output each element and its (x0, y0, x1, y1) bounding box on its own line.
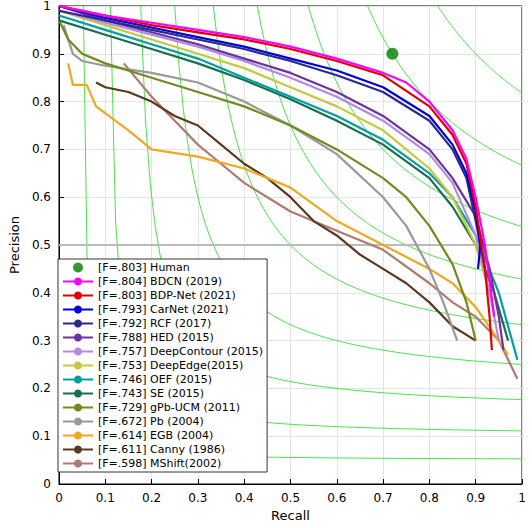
svg-text:[F=.804] BDCN (2019): [F=.804] BDCN (2019) (98, 275, 222, 288)
svg-text:0.5: 0.5 (32, 238, 51, 252)
svg-text:[F=.793] CarNet (2021): [F=.793] CarNet (2021) (98, 303, 228, 316)
svg-text:[F=.757] DeepContour (2015): [F=.757] DeepContour (2015) (98, 345, 263, 358)
svg-text:[F=.611] Canny (1986): [F=.611] Canny (1986) (98, 443, 225, 456)
svg-text:0.1: 0.1 (96, 491, 115, 505)
svg-text:[F=.792] RCF (2017): [F=.792] RCF (2017) (98, 317, 211, 330)
svg-text:[F=.743] SE (2015): [F=.743] SE (2015) (98, 387, 204, 400)
svg-text:[F=.598] MShift(2002): [F=.598] MShift(2002) (98, 457, 221, 470)
svg-text:[F=.614] EGB (2004): [F=.614] EGB (2004) (98, 429, 213, 442)
svg-text:0.7: 0.7 (32, 142, 51, 156)
svg-text:[F=.746] OEF (2015): [F=.746] OEF (2015) (98, 373, 212, 386)
svg-text:1: 1 (518, 491, 526, 505)
svg-text:0.8: 0.8 (420, 491, 439, 505)
svg-text:0.4: 0.4 (235, 491, 254, 505)
svg-text:0.7: 0.7 (374, 491, 393, 505)
svg-text:0.4: 0.4 (32, 286, 51, 300)
svg-text:0.5: 0.5 (281, 491, 300, 505)
svg-text:[F=.729] gPb-UCM (2011): [F=.729] gPb-UCM (2011) (98, 401, 240, 414)
svg-text:0.9: 0.9 (32, 47, 51, 61)
svg-text:0: 0 (55, 491, 63, 505)
svg-text:0.6: 0.6 (327, 491, 346, 505)
svg-text:[F=.803] Human: [F=.803] Human (98, 261, 190, 274)
svg-text:0.3: 0.3 (32, 334, 51, 348)
svg-text:1: 1 (43, 0, 51, 13)
svg-text:0.2: 0.2 (142, 491, 161, 505)
svg-text:Precision: Precision (7, 216, 22, 274)
svg-text:0.2: 0.2 (32, 381, 51, 395)
svg-text:0.8: 0.8 (32, 95, 51, 109)
svg-text:[F=.672] Pb (2004): [F=.672] Pb (2004) (98, 415, 204, 428)
svg-text:0.9: 0.9 (466, 491, 485, 505)
svg-text:[F=.803] BDP-Net (2021): [F=.803] BDP-Net (2021) (98, 289, 236, 302)
svg-text:0.6: 0.6 (32, 190, 51, 204)
svg-text:0.3: 0.3 (188, 491, 207, 505)
svg-text:Recall: Recall (271, 508, 310, 523)
svg-text:0: 0 (43, 477, 51, 491)
svg-text:0.1: 0.1 (32, 429, 51, 443)
svg-text:[F=.753] DeepEdge(2015): [F=.753] DeepEdge(2015) (98, 359, 243, 372)
svg-text:[F=.788] HED (2015): [F=.788] HED (2015) (98, 331, 214, 344)
